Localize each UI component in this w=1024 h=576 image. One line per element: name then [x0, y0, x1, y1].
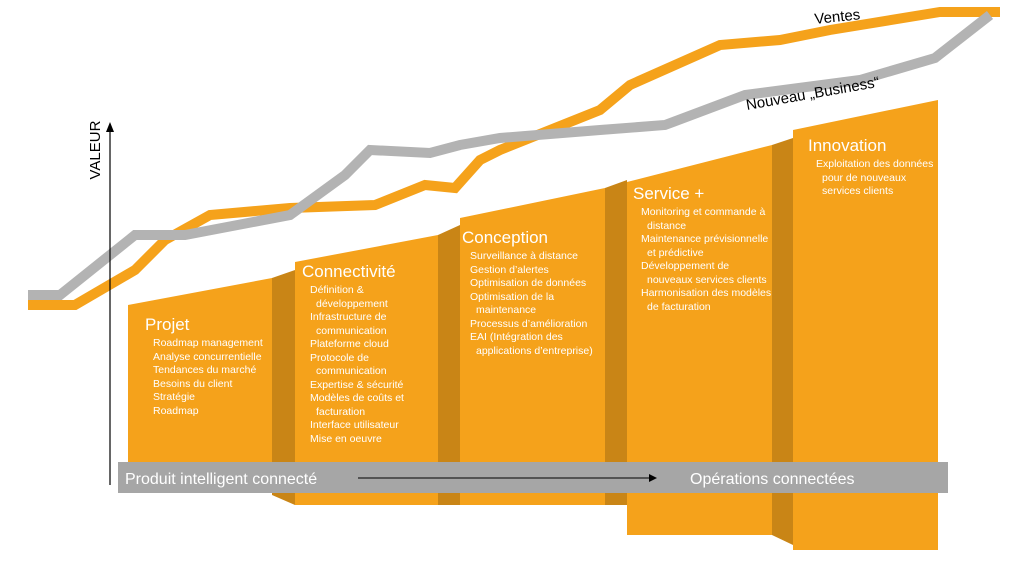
stage-item: Interface utilisateur: [310, 419, 399, 431]
stage-items: Définition & développement Infrastructure…: [302, 284, 432, 446]
stage-item: Mise en oeuvre: [310, 432, 382, 445]
stage-side: [772, 138, 793, 545]
stage: Service + Monitoring et commande à distan…: [633, 184, 773, 314]
stage-item: Tendances du marché: [153, 364, 257, 376]
stage-item: Monitoring et commande à distance: [641, 206, 766, 232]
stage-item: Développement de nouveaux services clien…: [641, 260, 767, 286]
bar-right-label: Opérations connectées: [690, 471, 855, 488]
stage-item: Maintenance prévisionnelle et prédictive: [641, 233, 769, 259]
sales-line: [28, 7, 1000, 310]
line-label: Ventes: [814, 6, 861, 28]
stage-item: Roadmap management: [153, 337, 263, 349]
stage-item: Exploitation des données pour de nouveau…: [816, 158, 934, 197]
stage-side: [605, 180, 627, 505]
stage-block: [793, 100, 938, 550]
stage-title: Service +: [633, 184, 705, 203]
stage-items: Roadmap management Analyse concurrentiell…: [145, 337, 275, 418]
stage-item: Harmonisation des modèles de facturation: [641, 287, 772, 313]
stage: Innovation Exploitation des données pour …: [808, 136, 943, 199]
stage-block: [128, 278, 272, 465]
stage-item: Protocole de communication: [310, 351, 387, 378]
stage-title: Projet: [145, 315, 190, 334]
stage-item: Définition & développement: [310, 284, 388, 310]
stage-item: EAI (Intégration des applications d’entr…: [470, 331, 593, 357]
line-label: Nouveau „Business“: [745, 74, 881, 114]
stage-item: Modèles de coûts et facturation: [310, 392, 404, 418]
stage-item: Processus d’amélioration: [470, 317, 588, 330]
stage-block: [295, 235, 438, 505]
stage-item: Optimisation de la maintenance: [470, 290, 555, 317]
business-line: [28, 11, 994, 300]
stage-block: [627, 145, 772, 535]
stage-item: Besoins du client: [153, 377, 233, 390]
stage-block: [460, 188, 605, 505]
stage-side: [438, 225, 460, 505]
stage-items: Monitoring et commande à distance Mainten…: [633, 206, 773, 314]
stage-item: Gestion d’alertes: [470, 263, 549, 276]
stage-title: Innovation: [808, 136, 887, 155]
stage-items: Surveillance à distance Gestion d’alertes…: [462, 250, 602, 358]
stage: Projet Roadmap management Analyse concurre…: [145, 315, 275, 418]
stage-items: Exploitation des données pour de nouveau…: [808, 158, 943, 199]
stage-item: Optimisation de données: [470, 277, 587, 289]
stage-item: Analyse concurrentielle: [153, 350, 262, 363]
stage-item: Surveillance à distance: [470, 250, 578, 262]
stages-shapes: [128, 100, 938, 550]
stage-title: Connectivité: [302, 262, 396, 281]
bar-left-label: Produit intelligent connecté: [125, 471, 317, 488]
stage-item: Roadmap: [153, 404, 199, 417]
axis-label: VALEUR: [87, 120, 104, 179]
stage: Connectivité Définition & développement In…: [302, 262, 432, 446]
stage-item: Plateforme cloud: [310, 338, 389, 350]
stage-title: Conception: [462, 228, 549, 247]
stage-item: Expertise & sécurité: [310, 378, 404, 391]
stage-item: Stratégie: [153, 391, 196, 403]
stage-item: Infrastructure de communication: [310, 311, 387, 337]
stage-side: [272, 270, 295, 505]
stage: Conception Surveillance à distance Gestion…: [462, 228, 602, 358]
axis-arrow: [106, 122, 114, 132]
bar-arrowhead: [649, 474, 657, 482]
